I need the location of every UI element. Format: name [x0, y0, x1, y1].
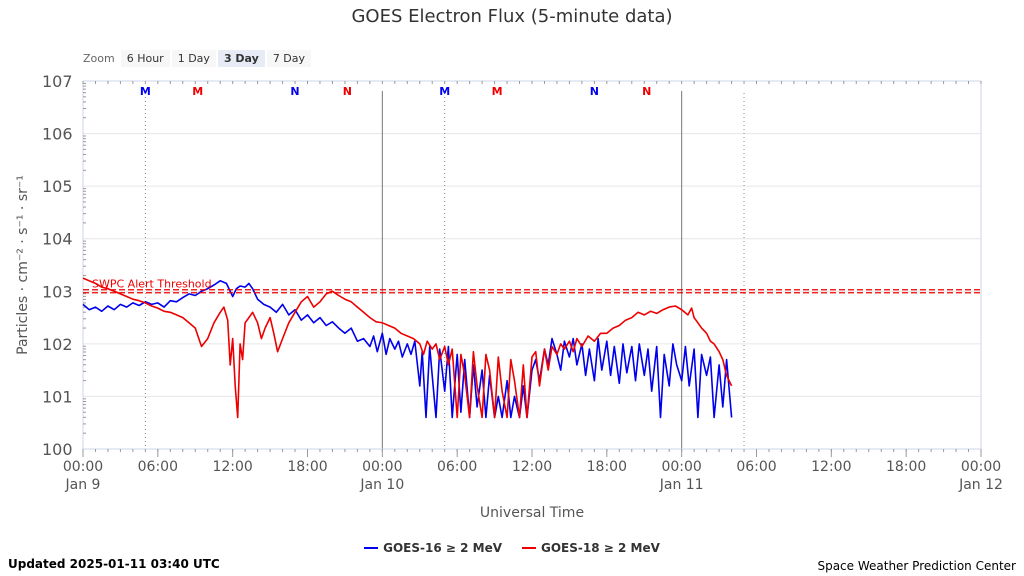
- x-tick-label: 18:00: [287, 459, 327, 475]
- zoom-label: Zoom: [83, 52, 115, 65]
- satellite-marker-n: N: [642, 85, 651, 98]
- satellite-marker-m: M: [192, 85, 203, 98]
- y-axis-title: Particles · cm⁻² · s⁻¹ · sr⁻¹: [15, 175, 31, 355]
- legend: GOES-16 ≥ 2 MeV GOES-18 ≥ 2 MeV: [0, 541, 1024, 555]
- y-tick-label: 100: [42, 440, 73, 459]
- chart-title: GOES Electron Flux (5-minute data): [351, 6, 673, 27]
- satellite-marker-m: M: [492, 85, 503, 98]
- x-tick-label: 00:00: [362, 459, 402, 475]
- satellite-marker-n: N: [590, 85, 599, 98]
- x-tick-date-label: Jan 11: [659, 477, 704, 493]
- legend-label-goes18: GOES-18 ≥ 2 MeV: [541, 541, 660, 555]
- threshold-label: SWPC Alert Threshold: [92, 277, 212, 290]
- x-tick-label: 00:00: [63, 459, 103, 475]
- y-tick-label: 101: [42, 387, 73, 406]
- x-tick-date-label: Jan 9: [65, 477, 101, 493]
- legend-swatch-goes18: [522, 547, 536, 549]
- x-tick-label: 12:00: [811, 459, 851, 475]
- y-tick-label: 106: [42, 125, 73, 144]
- satellite-marker-n: N: [290, 85, 299, 98]
- legend-label-goes16: GOES-16 ≥ 2 MeV: [383, 541, 502, 555]
- zoom-control: Zoom 6 Hour 1 Day 3 Day 7 Day: [83, 50, 313, 67]
- legend-item-goes16[interactable]: GOES-16 ≥ 2 MeV: [364, 541, 502, 555]
- zoom-6-hour-button[interactable]: 6 Hour: [120, 50, 170, 67]
- zoom-3-day-button[interactable]: 3 Day: [217, 50, 265, 67]
- satellite-marker-n: N: [343, 85, 352, 98]
- y-tick-label: 102: [42, 335, 73, 354]
- x-tick-label: 12:00: [212, 459, 252, 475]
- y-tick-label: 104: [42, 230, 73, 249]
- zoom-1-day-button[interactable]: 1 Day: [171, 50, 216, 67]
- x-axis-title: Universal Time: [480, 505, 584, 521]
- series-line-goes18: [82, 277, 733, 419]
- series-line-goes16: [82, 280, 733, 419]
- x-tick-label: 06:00: [437, 459, 477, 475]
- x-tick-label: 06:00: [138, 459, 178, 475]
- x-tick-label: 00:00: [661, 459, 701, 475]
- x-tick-date-label: Jan 10: [359, 477, 404, 493]
- zoom-7-day-button[interactable]: 7 Day: [266, 50, 312, 67]
- legend-item-goes18[interactable]: GOES-18 ≥ 2 MeV: [522, 541, 660, 555]
- y-tick-label: 107: [42, 72, 73, 91]
- x-tick-date-label: Jan 12: [958, 477, 1003, 493]
- updated-timestamp: Updated 2025-01-11 03:40 UTC: [8, 557, 220, 571]
- credit-text: Space Weather Prediction Center: [817, 559, 1016, 573]
- x-tick-label: 00:00: [961, 459, 1001, 475]
- satellite-marker-m: M: [439, 85, 450, 98]
- y-tick-label: 105: [42, 177, 73, 196]
- x-tick-label: 18:00: [587, 459, 627, 475]
- x-tick-label: 06:00: [736, 459, 776, 475]
- y-tick-label: 103: [42, 282, 73, 301]
- legend-swatch-goes16: [364, 547, 379, 549]
- satellite-marker-m: M: [140, 85, 151, 98]
- x-tick-label: 12:00: [512, 459, 552, 475]
- x-tick-label: 18:00: [886, 459, 926, 475]
